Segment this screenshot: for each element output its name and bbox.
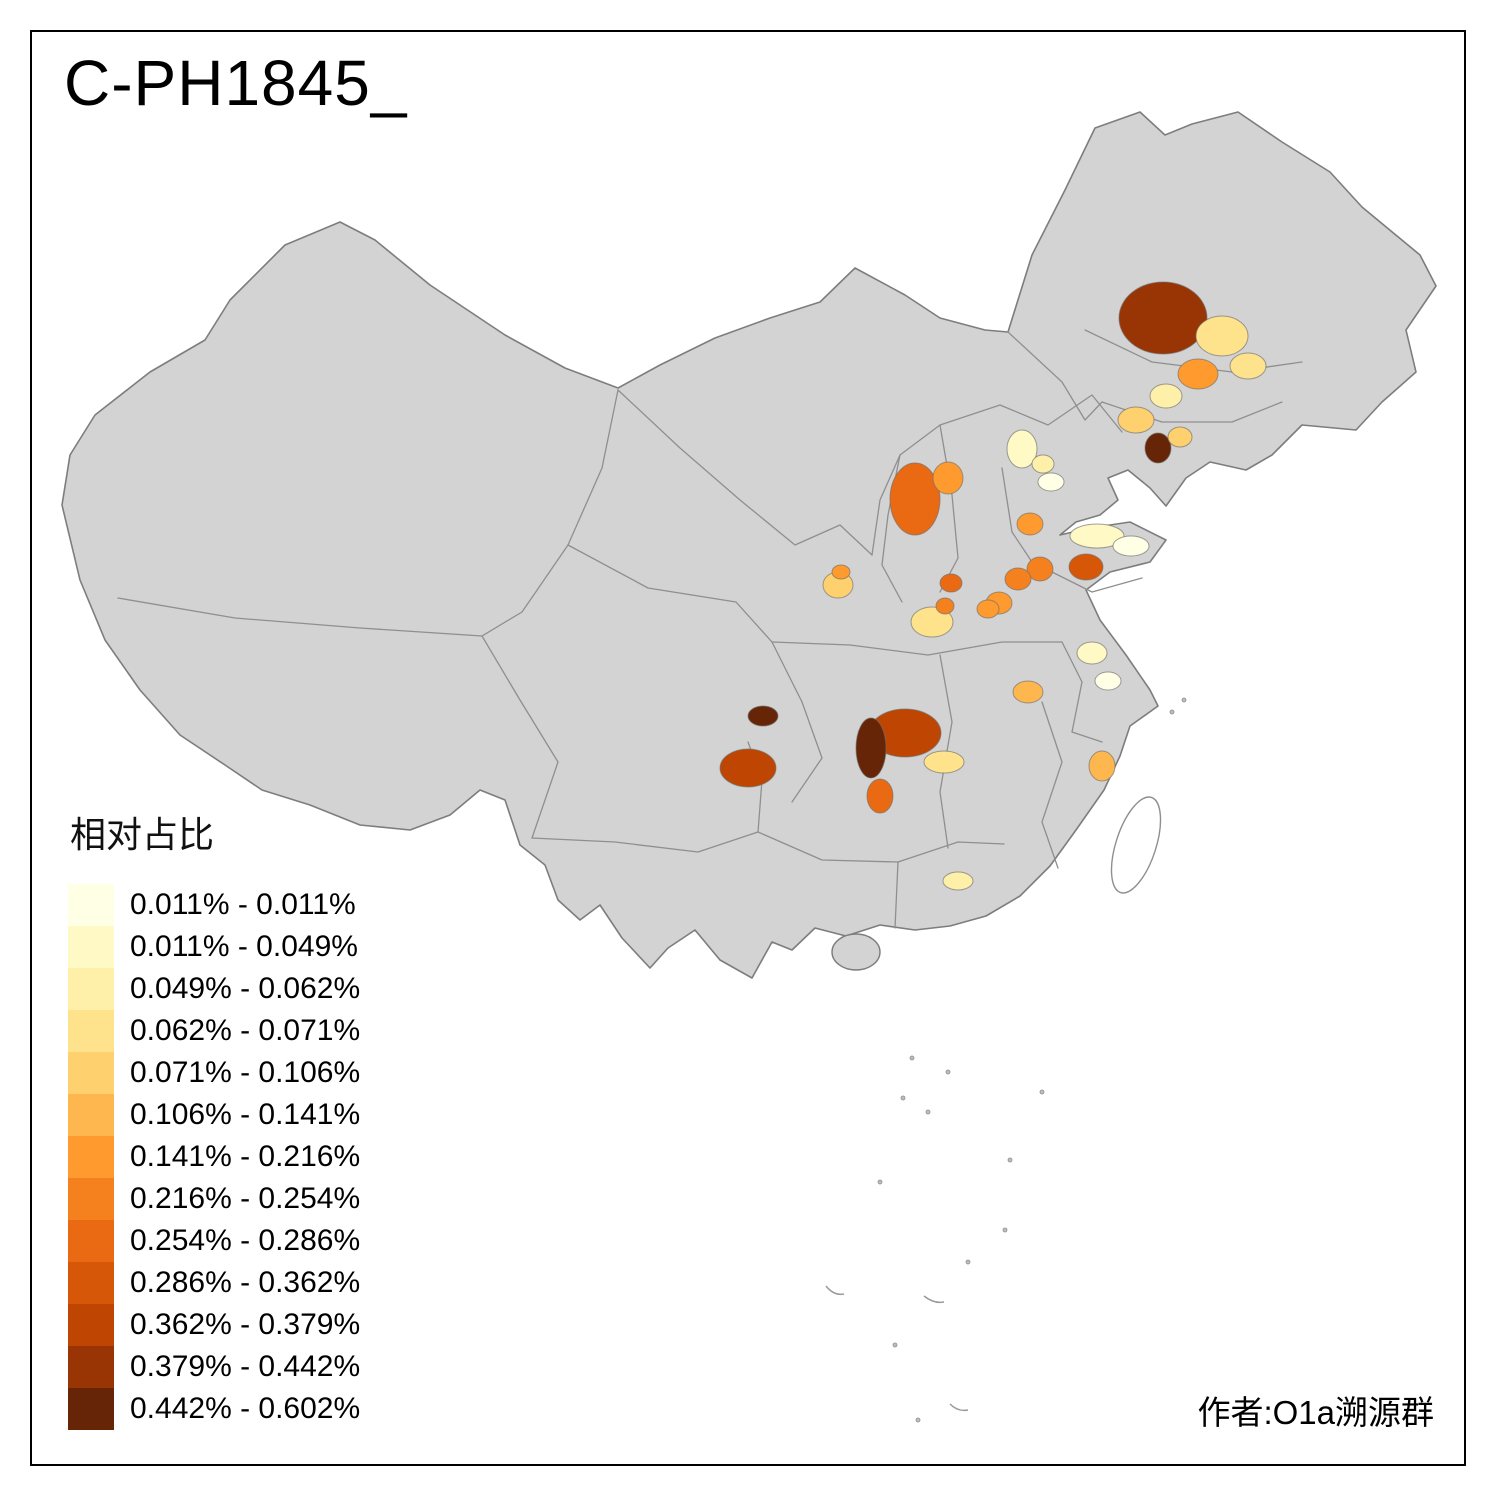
map-region-patch — [1016, 512, 1044, 536]
legend-label: 0.286% - 0.362% — [130, 1266, 361, 1299]
legend-item: 0.286% - 0.362% — [68, 1262, 360, 1304]
legend-item: 0.062% - 0.071% — [68, 1010, 360, 1052]
map-region-patch — [910, 606, 954, 638]
legend-item: 0.216% - 0.254% — [68, 1178, 360, 1220]
legend-item: 0.442% - 0.602% — [68, 1388, 360, 1430]
legend-swatch — [68, 1346, 114, 1388]
map-region-patch — [1112, 535, 1150, 557]
legend-item: 0.106% - 0.141% — [68, 1094, 360, 1136]
province-borders — [117, 329, 1303, 929]
legend-label: 0.362% - 0.379% — [130, 1308, 361, 1341]
map-region-patch — [1004, 567, 1032, 591]
legend-item: 0.049% - 0.062% — [68, 968, 360, 1010]
legend-item: 0.379% - 0.442% — [68, 1346, 360, 1388]
legend-label: 0.216% - 0.254% — [130, 1182, 361, 1215]
legend-swatch — [68, 1262, 114, 1304]
chart-title: C-PH1845_ — [64, 47, 408, 119]
map-region-patch — [1149, 383, 1183, 409]
legend-label: 0.106% - 0.141% — [130, 1098, 361, 1131]
map-colored-regions — [719, 281, 1267, 891]
legend-label: 0.254% - 0.286% — [130, 1224, 361, 1257]
legend-label: 0.141% - 0.216% — [130, 1140, 361, 1173]
map-region-patch — [719, 748, 777, 788]
map-region-patch — [1076, 641, 1108, 665]
legend-swatch — [68, 1388, 114, 1430]
legend-swatch — [68, 968, 114, 1010]
map-region-patch — [942, 871, 974, 891]
legend-swatch — [68, 1052, 114, 1094]
legend-swatch — [68, 1220, 114, 1262]
legend-item: 0.141% - 0.216% — [68, 1136, 360, 1178]
legend-title: 相对占比 — [70, 814, 215, 855]
map-region-patch — [855, 717, 887, 779]
map-region-patch — [1006, 429, 1038, 469]
map-region-patch — [932, 461, 964, 495]
legend-label: 0.442% - 0.602% — [130, 1392, 361, 1425]
legend-item: 0.011% - 0.049% — [68, 926, 360, 968]
legend-item: 0.362% - 0.379% — [68, 1304, 360, 1346]
legend-swatch — [68, 1136, 114, 1178]
map-region-patch — [935, 597, 955, 615]
map-region-patch — [1229, 352, 1267, 380]
map-region-patch — [1195, 315, 1249, 357]
map-region-patch — [1177, 358, 1219, 390]
map-region-patch — [939, 573, 963, 593]
map-region-patch — [1012, 680, 1044, 704]
map-region-patch — [1088, 750, 1116, 782]
legend-swatch — [68, 926, 114, 968]
legend-swatch — [68, 1094, 114, 1136]
legend-item: 0.254% - 0.286% — [68, 1220, 360, 1262]
map-region-patch — [1031, 454, 1055, 474]
map-region-patch — [976, 599, 1000, 619]
legend-label: 0.011% - 0.011% — [130, 888, 356, 921]
hainan-island — [831, 933, 881, 971]
map-region-patch — [1118, 281, 1208, 355]
legend: 相对占比 0.011% - 0.011% 0.011% - 0.049% 0.049… — [68, 806, 360, 1430]
map-region-patch — [923, 750, 965, 774]
legend-item: 0.071% - 0.106% — [68, 1052, 360, 1094]
map-region-patch — [889, 462, 941, 536]
legend-swatch — [68, 1178, 114, 1220]
map-region-patch — [747, 705, 779, 727]
map-region-patch — [1117, 406, 1155, 434]
legend-swatch — [68, 1304, 114, 1346]
attribution: 作者:O1a溯源群 — [1197, 1394, 1434, 1431]
legend-item: 0.011% - 0.011% — [68, 884, 360, 926]
legend-label: 0.062% - 0.071% — [130, 1014, 361, 1047]
south-china-sea-islands — [825, 697, 1187, 1423]
map-region-patch — [1026, 556, 1054, 582]
map-region-patch — [1167, 426, 1193, 448]
legend-swatch — [68, 884, 114, 926]
legend-items: 0.011% - 0.011% 0.011% - 0.049% 0.049% - 0… — [68, 884, 360, 1430]
map-region-patch — [1144, 432, 1172, 464]
legend-label: 0.379% - 0.442% — [130, 1350, 361, 1383]
legend-label: 0.049% - 0.062% — [130, 972, 361, 1005]
legend-label: 0.011% - 0.049% — [130, 930, 358, 963]
taiwan-island — [1110, 796, 1162, 894]
map-region-patch — [1069, 523, 1125, 549]
map-region-patch — [831, 564, 851, 580]
map-region-patch — [1037, 472, 1065, 492]
map-region-patch — [1094, 671, 1122, 691]
map-region-patch — [866, 778, 894, 814]
legend-label: 0.071% - 0.106% — [130, 1056, 361, 1089]
legend-swatch — [68, 1010, 114, 1052]
map-region-patch — [1068, 553, 1104, 581]
